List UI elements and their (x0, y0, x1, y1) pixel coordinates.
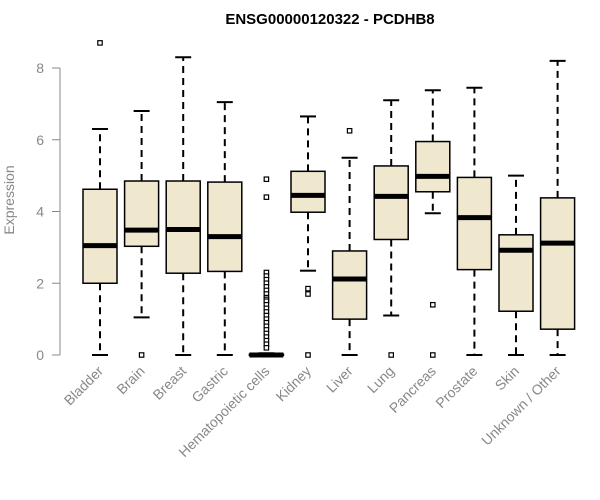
y-tick-label: 4 (36, 204, 44, 220)
box-iqr (331, 250, 368, 320)
outlier-point (388, 352, 395, 358)
box-iqr (82, 188, 118, 285)
chart-title: ENSG00000120322 - PCDHB8 (225, 11, 434, 28)
outlier-point (305, 352, 311, 358)
y-axis: 0 2 4 6 8 (36, 60, 61, 363)
x-tick-label: Bladder (61, 363, 107, 409)
outlier-point (430, 352, 436, 358)
y-tick-label: 0 (36, 347, 44, 363)
x-tick-label: Skin (492, 363, 523, 394)
box-1 (82, 40, 118, 356)
x-tick-label: Lung (364, 363, 397, 396)
x-tick-label: Unknown / Other (478, 363, 564, 449)
box-4 (207, 101, 243, 356)
box-6 (290, 115, 326, 358)
outlier-point (346, 127, 353, 134)
outlier-point (263, 345, 270, 351)
box-iqr (123, 180, 160, 248)
y-tick-label: 8 (36, 60, 44, 76)
box-iqr (539, 197, 576, 330)
outlier-point (97, 40, 103, 46)
box-iqr (207, 181, 243, 273)
box-5 (248, 176, 285, 358)
outlier-point (138, 352, 145, 358)
outlier-point (305, 285, 311, 292)
box-iqr (415, 140, 451, 193)
boxes-group (82, 40, 576, 358)
y-axis-label: Expression (1, 165, 17, 234)
outlier-point (263, 176, 270, 183)
box-9 (415, 89, 451, 358)
outlier-point (305, 291, 311, 297)
x-tick-label: Breast (149, 363, 189, 403)
box-12 (539, 59, 576, 356)
x-tick-label: Brain (113, 363, 147, 397)
x-tick-label: Kidney (273, 363, 315, 405)
box-11 (498, 174, 534, 356)
box-8 (373, 99, 409, 358)
box-2 (123, 110, 160, 358)
outlier-point (263, 194, 270, 200)
box-10 (456, 86, 493, 356)
y-tick-label: 6 (36, 132, 44, 148)
y-tick-label: 2 (36, 275, 44, 291)
box-3 (165, 56, 201, 356)
x-tick-label: Prostate (432, 363, 480, 411)
outlier-point (430, 301, 436, 308)
box-iqr (373, 165, 409, 241)
x-tick-label: Liver (323, 363, 356, 396)
box-iqr (456, 176, 493, 271)
box-iqr (290, 170, 326, 213)
box-7 (331, 127, 368, 356)
box-iqr (498, 234, 534, 312)
